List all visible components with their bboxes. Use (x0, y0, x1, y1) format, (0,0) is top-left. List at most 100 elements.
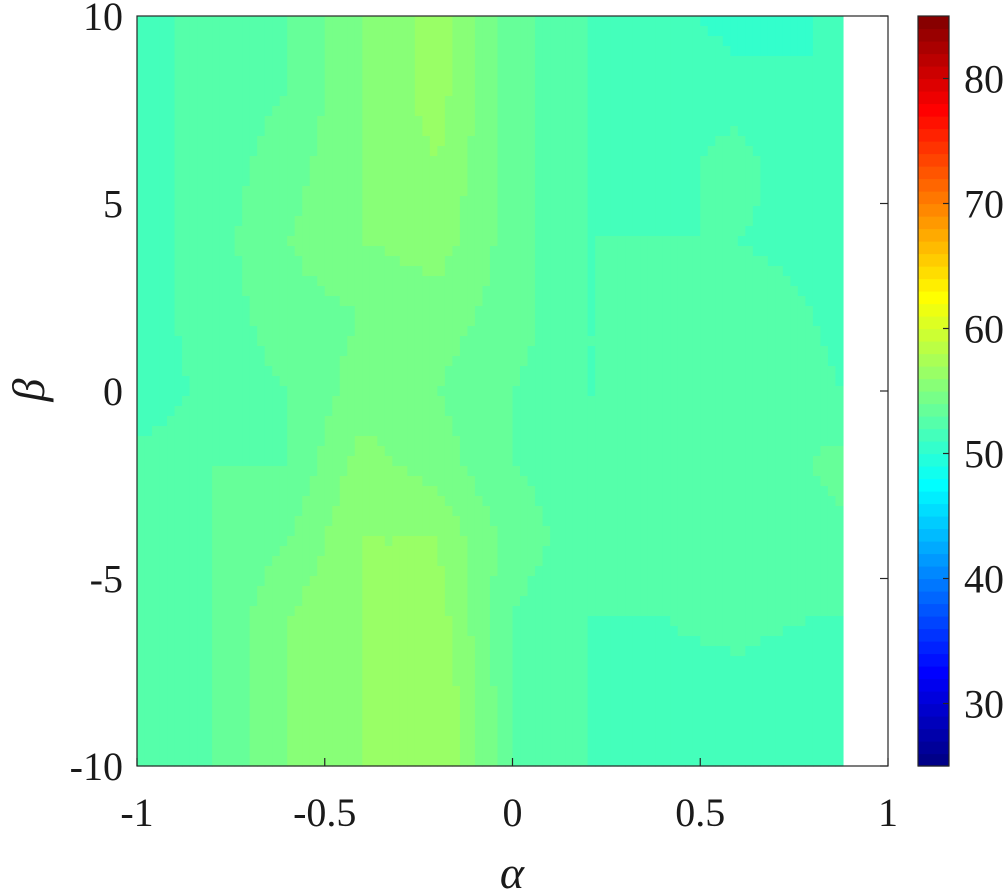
contour-cell (782, 186, 791, 197)
contour-cell (437, 126, 446, 137)
contour-cell (700, 56, 709, 67)
contour-cell (625, 76, 634, 87)
contour-cell (617, 206, 626, 217)
contour-cell (677, 56, 686, 67)
contour-cell (805, 506, 814, 517)
contour-cell (489, 56, 499, 67)
contour-cell (159, 386, 168, 397)
contour-cell (197, 16, 206, 27)
contour-cell (700, 176, 709, 187)
contour-cell (595, 76, 604, 87)
contour-cell (677, 146, 686, 157)
contour-cell (632, 16, 641, 27)
contour-cell (414, 536, 423, 547)
contour-cell (587, 316, 596, 327)
contour-cell (272, 166, 281, 177)
contour-cell (137, 56, 146, 67)
contour-cell (309, 46, 318, 57)
contour-cell (512, 356, 521, 367)
contour-cell (234, 446, 243, 457)
contour-cell (587, 306, 596, 317)
contour-cell (550, 406, 559, 417)
contour-cell (512, 496, 521, 507)
contour-cell (264, 456, 273, 467)
contour-cell (317, 286, 326, 297)
contour-cell (587, 476, 596, 487)
contour-cell (782, 66, 791, 77)
contour-cell (775, 326, 784, 337)
contour-cell (504, 276, 514, 287)
contour-cell (189, 66, 198, 77)
contour-cell (512, 166, 521, 177)
contour-cell (159, 186, 168, 197)
contour-cell (174, 386, 183, 397)
contour-cell (474, 466, 484, 477)
contour-cell (369, 516, 378, 527)
contour-cell (542, 286, 551, 297)
contour-cell (399, 476, 408, 487)
contour-cell (527, 86, 536, 97)
contour-cell (572, 336, 581, 347)
contour-cell (324, 106, 333, 117)
contour-cell (204, 316, 213, 327)
contour-cell (692, 426, 701, 437)
contour-cell (655, 126, 664, 137)
contour-cell (827, 446, 837, 457)
contour-cell (557, 46, 566, 57)
contour-cell (790, 76, 799, 87)
contour-cell (640, 106, 649, 117)
contour-cell (752, 446, 761, 457)
contour-cell (647, 416, 656, 427)
contour-cell (632, 496, 641, 507)
contour-cell (309, 106, 318, 117)
contour-cell (324, 406, 333, 417)
contour-cell (249, 386, 258, 397)
contour-cell (347, 56, 356, 67)
contour-cell (535, 56, 544, 67)
contour-cell (827, 436, 837, 447)
contour-cell (317, 526, 326, 537)
contour-cell (332, 396, 341, 407)
contour-cell (752, 496, 761, 507)
contour-cell (617, 486, 626, 497)
contour-cell (662, 246, 671, 257)
contour-cell (670, 366, 679, 377)
contour-cell (249, 516, 258, 527)
contour-cell (670, 486, 679, 497)
contour-cell (159, 306, 168, 317)
contour-cell (324, 526, 333, 537)
contour-cell (339, 346, 348, 357)
contour-cell (489, 116, 499, 127)
contour-cell (482, 396, 491, 407)
contour-cell (167, 336, 176, 347)
contour-cell (489, 276, 499, 287)
contour-cell (407, 496, 416, 507)
contour-cell (745, 336, 754, 347)
contour-cell (392, 66, 401, 77)
contour-cell (219, 76, 228, 87)
contour-cell (287, 366, 296, 377)
contour-cell (279, 146, 288, 157)
contour-cell (399, 446, 408, 457)
contour-cell (212, 376, 221, 387)
contour-cell (197, 206, 206, 217)
contour-cell (625, 166, 634, 177)
contour-cell (399, 396, 408, 407)
contour-cell (174, 266, 183, 277)
contour-cell (264, 376, 273, 387)
contour-cell (595, 26, 604, 37)
contour-cell (557, 216, 566, 227)
contour-cell (369, 146, 378, 157)
contour-cell (272, 336, 281, 347)
contour-cell (467, 336, 476, 347)
contour-cell (557, 536, 566, 547)
contour-cell (512, 396, 521, 407)
contour-cell (535, 466, 544, 477)
contour-cell (535, 326, 544, 337)
contour-cell (429, 506, 438, 517)
contour-cell (204, 336, 213, 347)
contour-cell (827, 116, 837, 127)
contour-cell (444, 236, 454, 247)
contour-cell (827, 526, 837, 537)
contour-cell (820, 506, 829, 517)
